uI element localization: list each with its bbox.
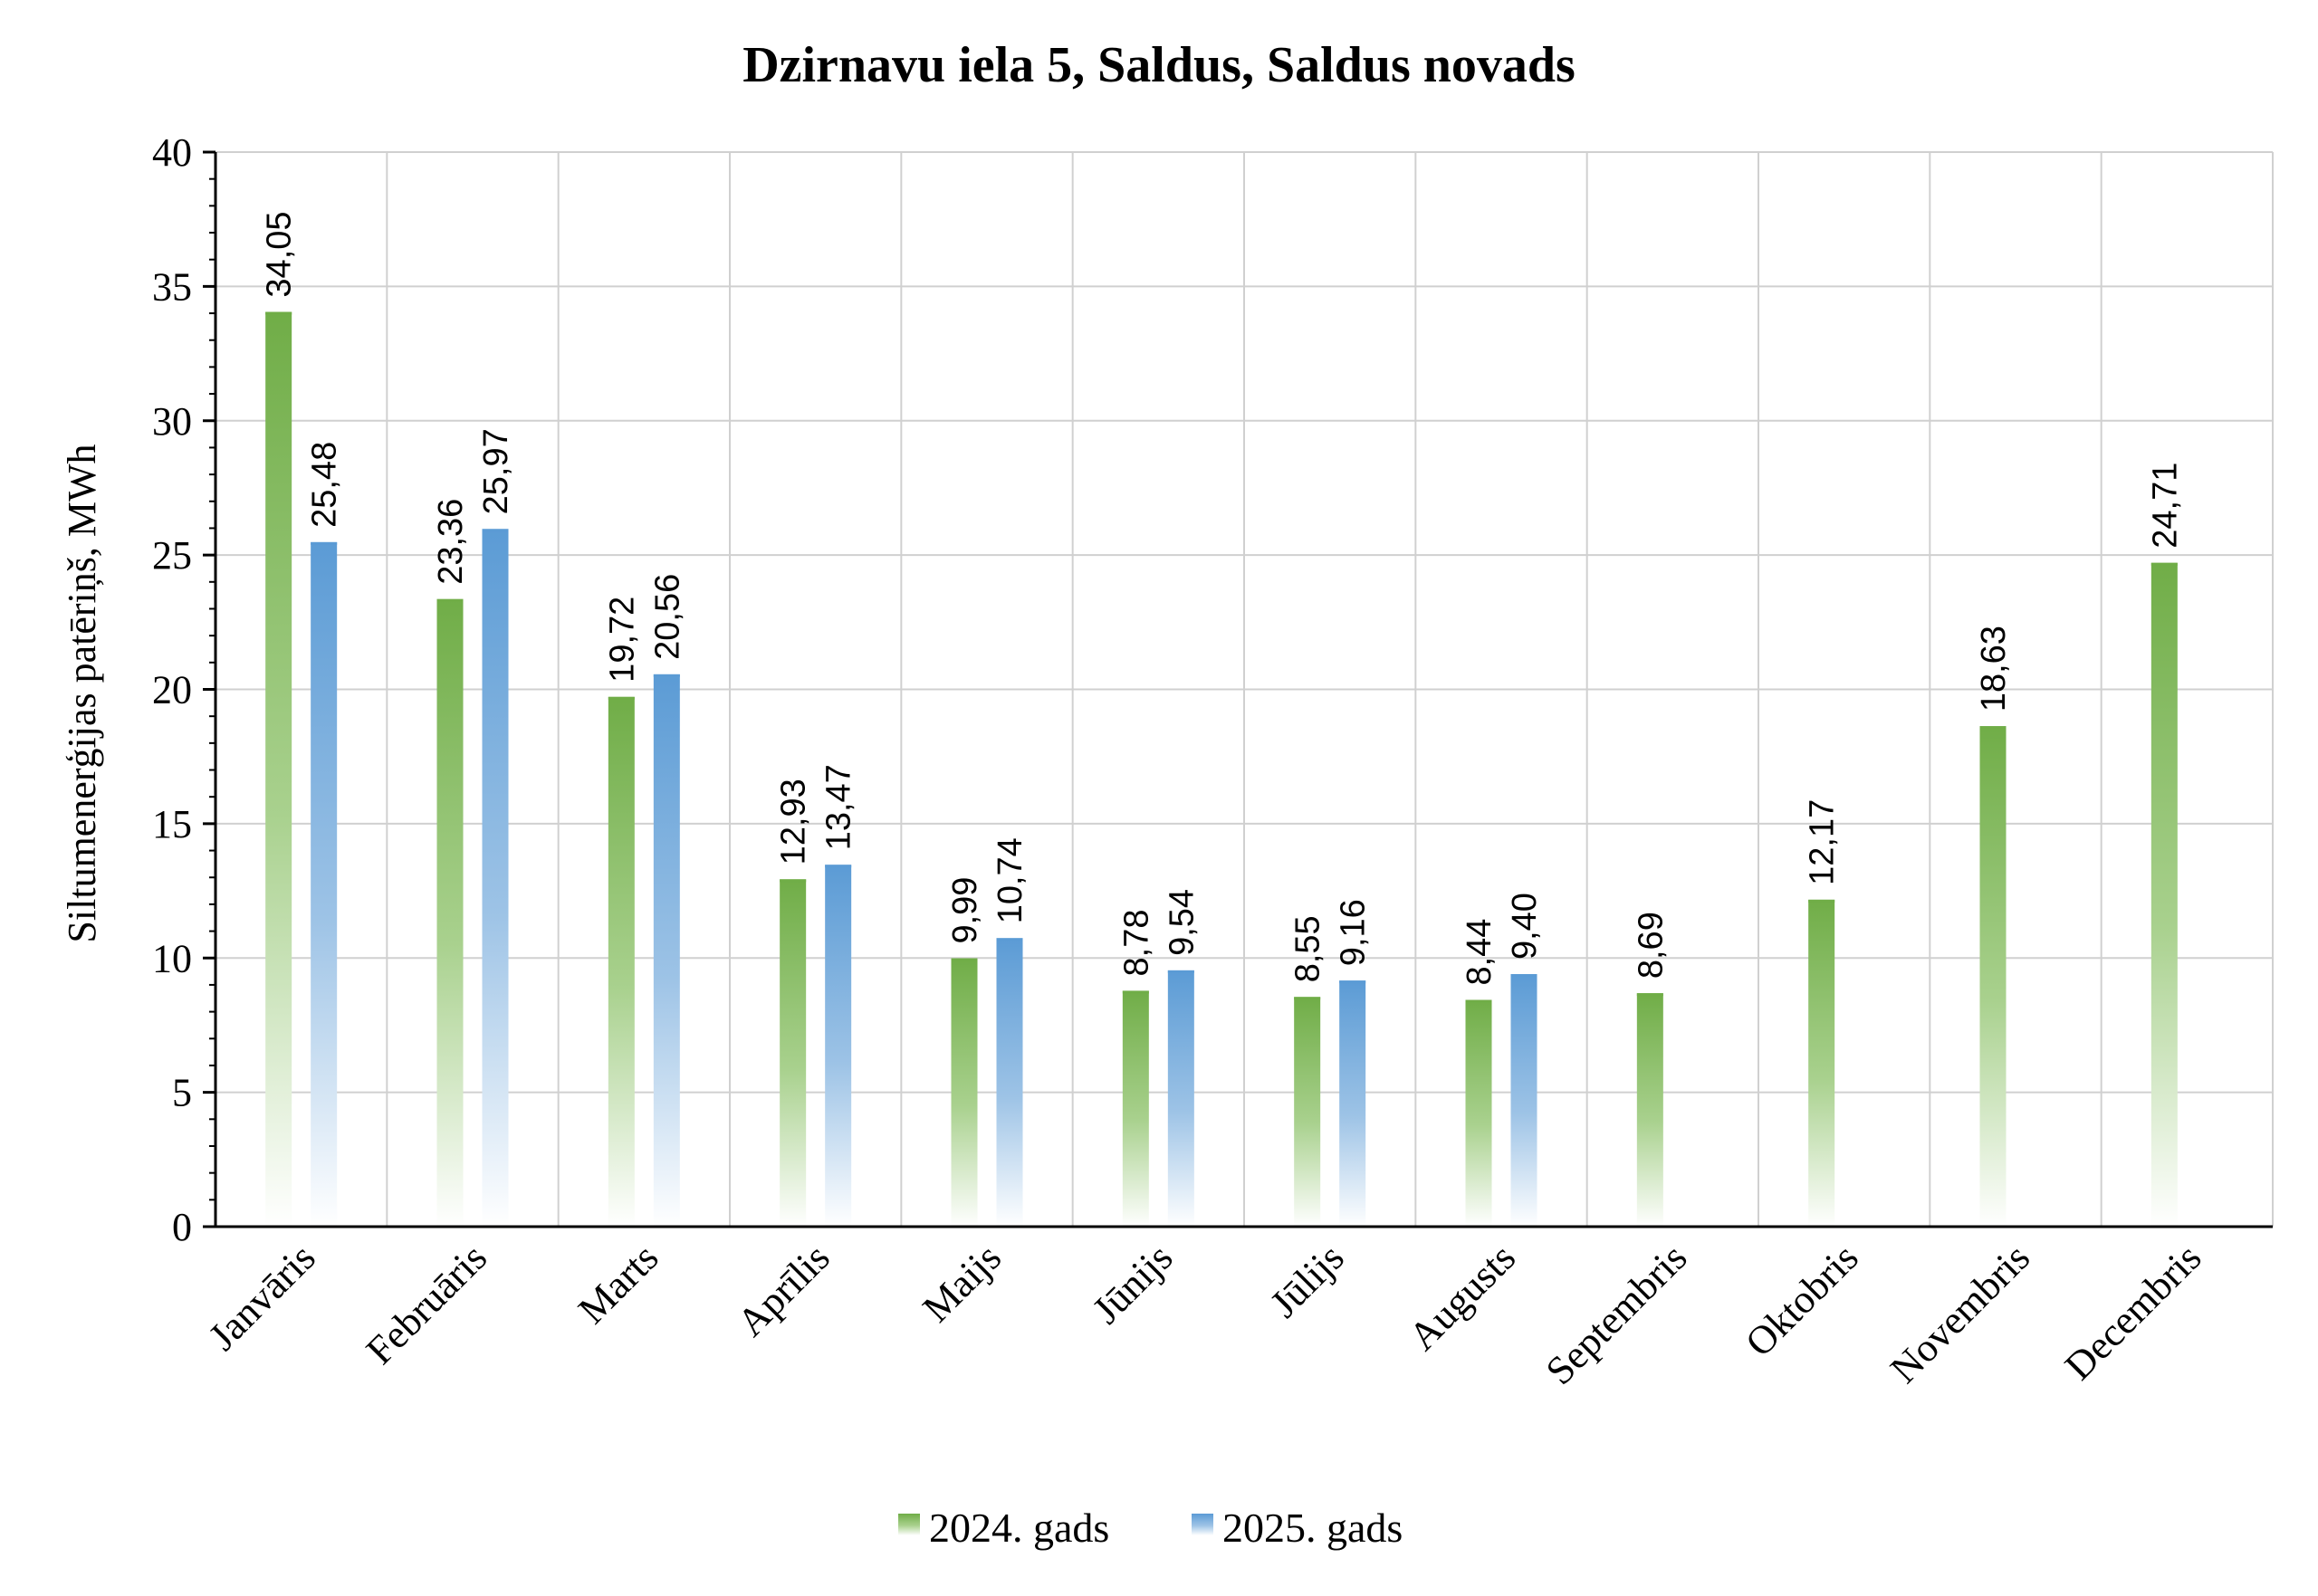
bar-top-edge xyxy=(1167,970,1194,973)
bar-2024-10 xyxy=(1979,726,2007,1227)
data-label-2025-1: 25,97 xyxy=(477,428,515,514)
bar-top-edge xyxy=(825,865,852,868)
legend-swatch-2024 xyxy=(898,1514,920,1535)
bar-2025-1 xyxy=(482,529,509,1227)
bar-top-edge xyxy=(1339,980,1366,984)
data-label-2024-2: 19,72 xyxy=(603,597,641,683)
data-label-2025-0: 25,48 xyxy=(306,442,344,528)
bar-top-edge xyxy=(608,696,635,700)
bar-top-edge xyxy=(1122,990,1149,994)
data-label-2024-11: 24,71 xyxy=(2146,463,2184,549)
bar-2025-3 xyxy=(825,865,852,1227)
data-label-2025-7: 9,40 xyxy=(1506,893,1544,960)
legend: 2024. gads 2025. gads xyxy=(898,1505,1403,1551)
data-label-2024-1: 23,36 xyxy=(432,499,470,585)
data-label-2024-3: 12,93 xyxy=(775,779,813,865)
bar-top-edge xyxy=(2150,562,2178,566)
category-label-4: Maijs xyxy=(915,1235,1011,1331)
category-label-11: Decembris xyxy=(2056,1235,2209,1388)
data-label-2025-2: 20,56 xyxy=(648,574,686,660)
y-tick-label-15: 15 xyxy=(152,802,192,846)
y-tick-label-40: 40 xyxy=(152,130,192,175)
bar-top-edge xyxy=(436,598,464,602)
bar-2024-4 xyxy=(951,958,978,1227)
data-label-2024-5: 8,78 xyxy=(1117,909,1155,976)
bar-2024-7 xyxy=(1465,999,1492,1227)
y-tick-label-10: 10 xyxy=(152,936,192,980)
data-label-2024-10: 18,63 xyxy=(1975,626,2013,712)
bar-2024-5 xyxy=(1122,990,1149,1227)
bar-top-edge xyxy=(265,311,292,315)
bar-top-edge xyxy=(951,958,978,961)
category-label-0: Janvāris xyxy=(200,1235,324,1359)
category-label-6: Jūlijs xyxy=(1261,1235,1352,1325)
bar-top-edge xyxy=(1510,974,1537,978)
bar-top-edge xyxy=(780,879,807,883)
category-label-9: Oktobris xyxy=(1737,1235,1867,1365)
data-label-2024-6: 8,55 xyxy=(1289,915,1327,982)
data-label-2025-3: 13,47 xyxy=(820,764,858,850)
data-label-2024-7: 8,44 xyxy=(1461,919,1499,986)
bar-2024-8 xyxy=(1636,993,1663,1227)
gridlines xyxy=(215,151,2274,1227)
bar-2024-6 xyxy=(1294,997,1321,1227)
bar-2025-6 xyxy=(1339,980,1366,1227)
bar-2024-11 xyxy=(2150,562,2178,1227)
bar-2024-0 xyxy=(265,311,292,1227)
data-label-2024-8: 8,69 xyxy=(1632,912,1670,979)
bar-2025-5 xyxy=(1167,970,1194,1227)
data-label-2025-4: 10,74 xyxy=(991,837,1030,923)
bar-2024-9 xyxy=(1808,899,1835,1227)
data-label-2024-0: 34,05 xyxy=(261,211,299,297)
y-tick-label-35: 35 xyxy=(152,264,192,309)
category-label-7: Augusts xyxy=(1400,1235,1524,1359)
category-label-3: Aprīlis xyxy=(729,1235,838,1344)
bars xyxy=(265,311,2178,1227)
bar-2025-4 xyxy=(996,938,1023,1227)
bar-top-edge xyxy=(482,529,509,532)
bar-top-edge xyxy=(1979,726,2007,730)
category-label-10: Novembris xyxy=(1882,1235,2038,1391)
bar-2024-2 xyxy=(608,696,635,1227)
bar-top-edge xyxy=(311,541,338,545)
legend-label-2024: 2024. gads xyxy=(929,1505,1109,1551)
data-label-2024-9: 12,17 xyxy=(1804,799,1842,885)
y-tick-label-25: 25 xyxy=(152,533,192,578)
data-label-2024-4: 9,99 xyxy=(946,877,984,944)
category-label-5: Jūnijs xyxy=(1084,1235,1181,1332)
legend-label-2025: 2025. gads xyxy=(1222,1505,1403,1551)
legend-swatch-2025 xyxy=(1192,1514,1213,1535)
bar-top-edge xyxy=(1636,993,1663,997)
data-labels: 34,05 23,36 19,72 12,93 9,99 8,78 8,55 8,44 8,69… xyxy=(261,211,2185,985)
bar-top-edge xyxy=(1808,899,1835,903)
chart-title: Dzirnavu iela 5, Saldus, Saldus novads xyxy=(742,37,1576,93)
bar-2025-2 xyxy=(653,674,680,1227)
data-label-2025-5: 9,54 xyxy=(1163,889,1201,956)
y-tick-label-20: 20 xyxy=(152,668,192,712)
category-label-1: Februāris xyxy=(358,1235,495,1372)
bar-top-edge xyxy=(996,938,1023,941)
y-axis-label: Siltumenerģijas patēriņš, MWh xyxy=(60,444,104,942)
bar-2025-0 xyxy=(311,541,338,1227)
axes: 0 5 10 15 20 25 30 35 40 xyxy=(152,130,2273,1249)
y-tick-label-0: 0 xyxy=(172,1205,192,1249)
bar-top-edge xyxy=(1465,999,1492,1003)
bar-2025-7 xyxy=(1510,974,1537,1227)
data-label-2025-6: 9,16 xyxy=(1335,899,1373,966)
bar-top-edge xyxy=(653,674,680,677)
y-tick-label-5: 5 xyxy=(172,1071,192,1115)
bar-top-edge xyxy=(1294,997,1321,1000)
bar-2024-3 xyxy=(780,879,807,1227)
category-label-8: Septembris xyxy=(1537,1235,1696,1393)
category-labels: Janvāris Februāris Marts Aprīlis Maijs Jūnijs… xyxy=(200,1235,2209,1393)
y-tick-label-30: 30 xyxy=(152,399,192,444)
bar-2024-1 xyxy=(436,598,464,1227)
category-label-2: Marts xyxy=(570,1235,666,1332)
